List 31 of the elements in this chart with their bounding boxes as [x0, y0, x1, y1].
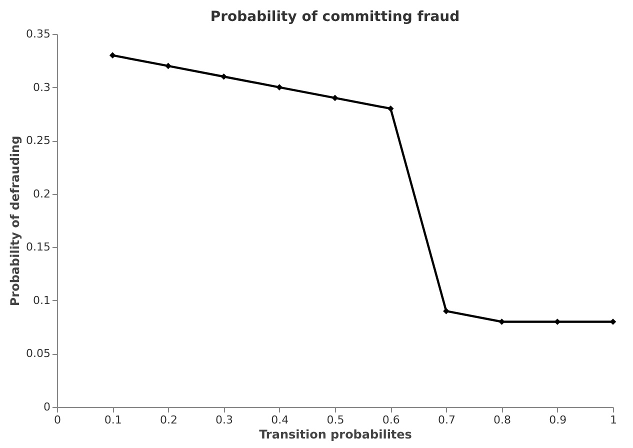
y-tick-label: 0.15: [26, 240, 50, 254]
point: [610, 318, 616, 325]
point: [109, 52, 116, 58]
x-tick-label: 0.2: [160, 414, 178, 426]
x-tick-label: 0.4: [271, 414, 289, 426]
x-tick-label: 0.8: [494, 414, 512, 426]
x-tick-label: 0: [54, 414, 61, 426]
chart-title: Probability of committing fraud: [210, 9, 460, 25]
x-tick-label: 0.9: [549, 414, 567, 426]
y-tick-label: 0: [44, 400, 50, 414]
point: [165, 62, 172, 70]
x-axis-title: Transition probabilites: [259, 428, 412, 442]
y-tick-label: 0.3: [33, 80, 50, 94]
x-tick-label: 0.6: [382, 414, 400, 426]
point: [554, 318, 561, 325]
point: [332, 94, 338, 102]
x-tick-label: 0.3: [216, 414, 234, 426]
x-tick-label: 0.5: [326, 414, 344, 426]
x-tick-label: 0.1: [104, 414, 122, 426]
y-tick-label: 0.1: [33, 294, 50, 307]
y-tick-label: 0.25: [26, 134, 50, 148]
x-tick-label: 0.7: [438, 414, 456, 426]
point: [387, 105, 394, 112]
point: [276, 84, 283, 90]
point: [220, 73, 227, 80]
y-tick-label: 0.35: [26, 28, 50, 40]
y-axis-title: Probability of defrauding: [8, 136, 22, 306]
point: [443, 308, 450, 314]
y-tick-label: 0.05: [26, 347, 50, 360]
y-tick-label: 0.2: [33, 187, 50, 200]
x-tick-label: 1: [610, 414, 617, 426]
